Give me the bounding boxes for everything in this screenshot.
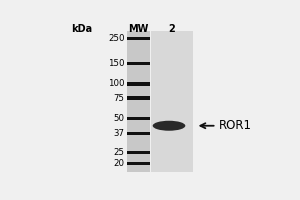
- Text: 150: 150: [108, 59, 125, 68]
- Bar: [152, 31, 193, 172]
- Bar: [127, 31, 150, 172]
- Text: 75: 75: [114, 94, 125, 103]
- Bar: [127, 117, 150, 120]
- Bar: [127, 162, 150, 165]
- Text: 2: 2: [168, 24, 175, 34]
- Bar: [127, 82, 150, 86]
- Text: 20: 20: [114, 159, 125, 168]
- Text: 50: 50: [114, 114, 125, 123]
- Bar: [127, 96, 150, 100]
- Text: 250: 250: [108, 34, 125, 43]
- Bar: [127, 151, 150, 154]
- Text: ROR1: ROR1: [219, 119, 252, 132]
- Bar: [127, 37, 150, 40]
- Text: 100: 100: [108, 79, 125, 88]
- Ellipse shape: [153, 121, 185, 131]
- Text: 25: 25: [114, 148, 125, 157]
- Bar: [127, 132, 150, 135]
- Bar: [127, 62, 150, 65]
- Text: kDa: kDa: [71, 24, 92, 34]
- Text: 37: 37: [114, 129, 125, 138]
- Text: MW: MW: [128, 24, 149, 34]
